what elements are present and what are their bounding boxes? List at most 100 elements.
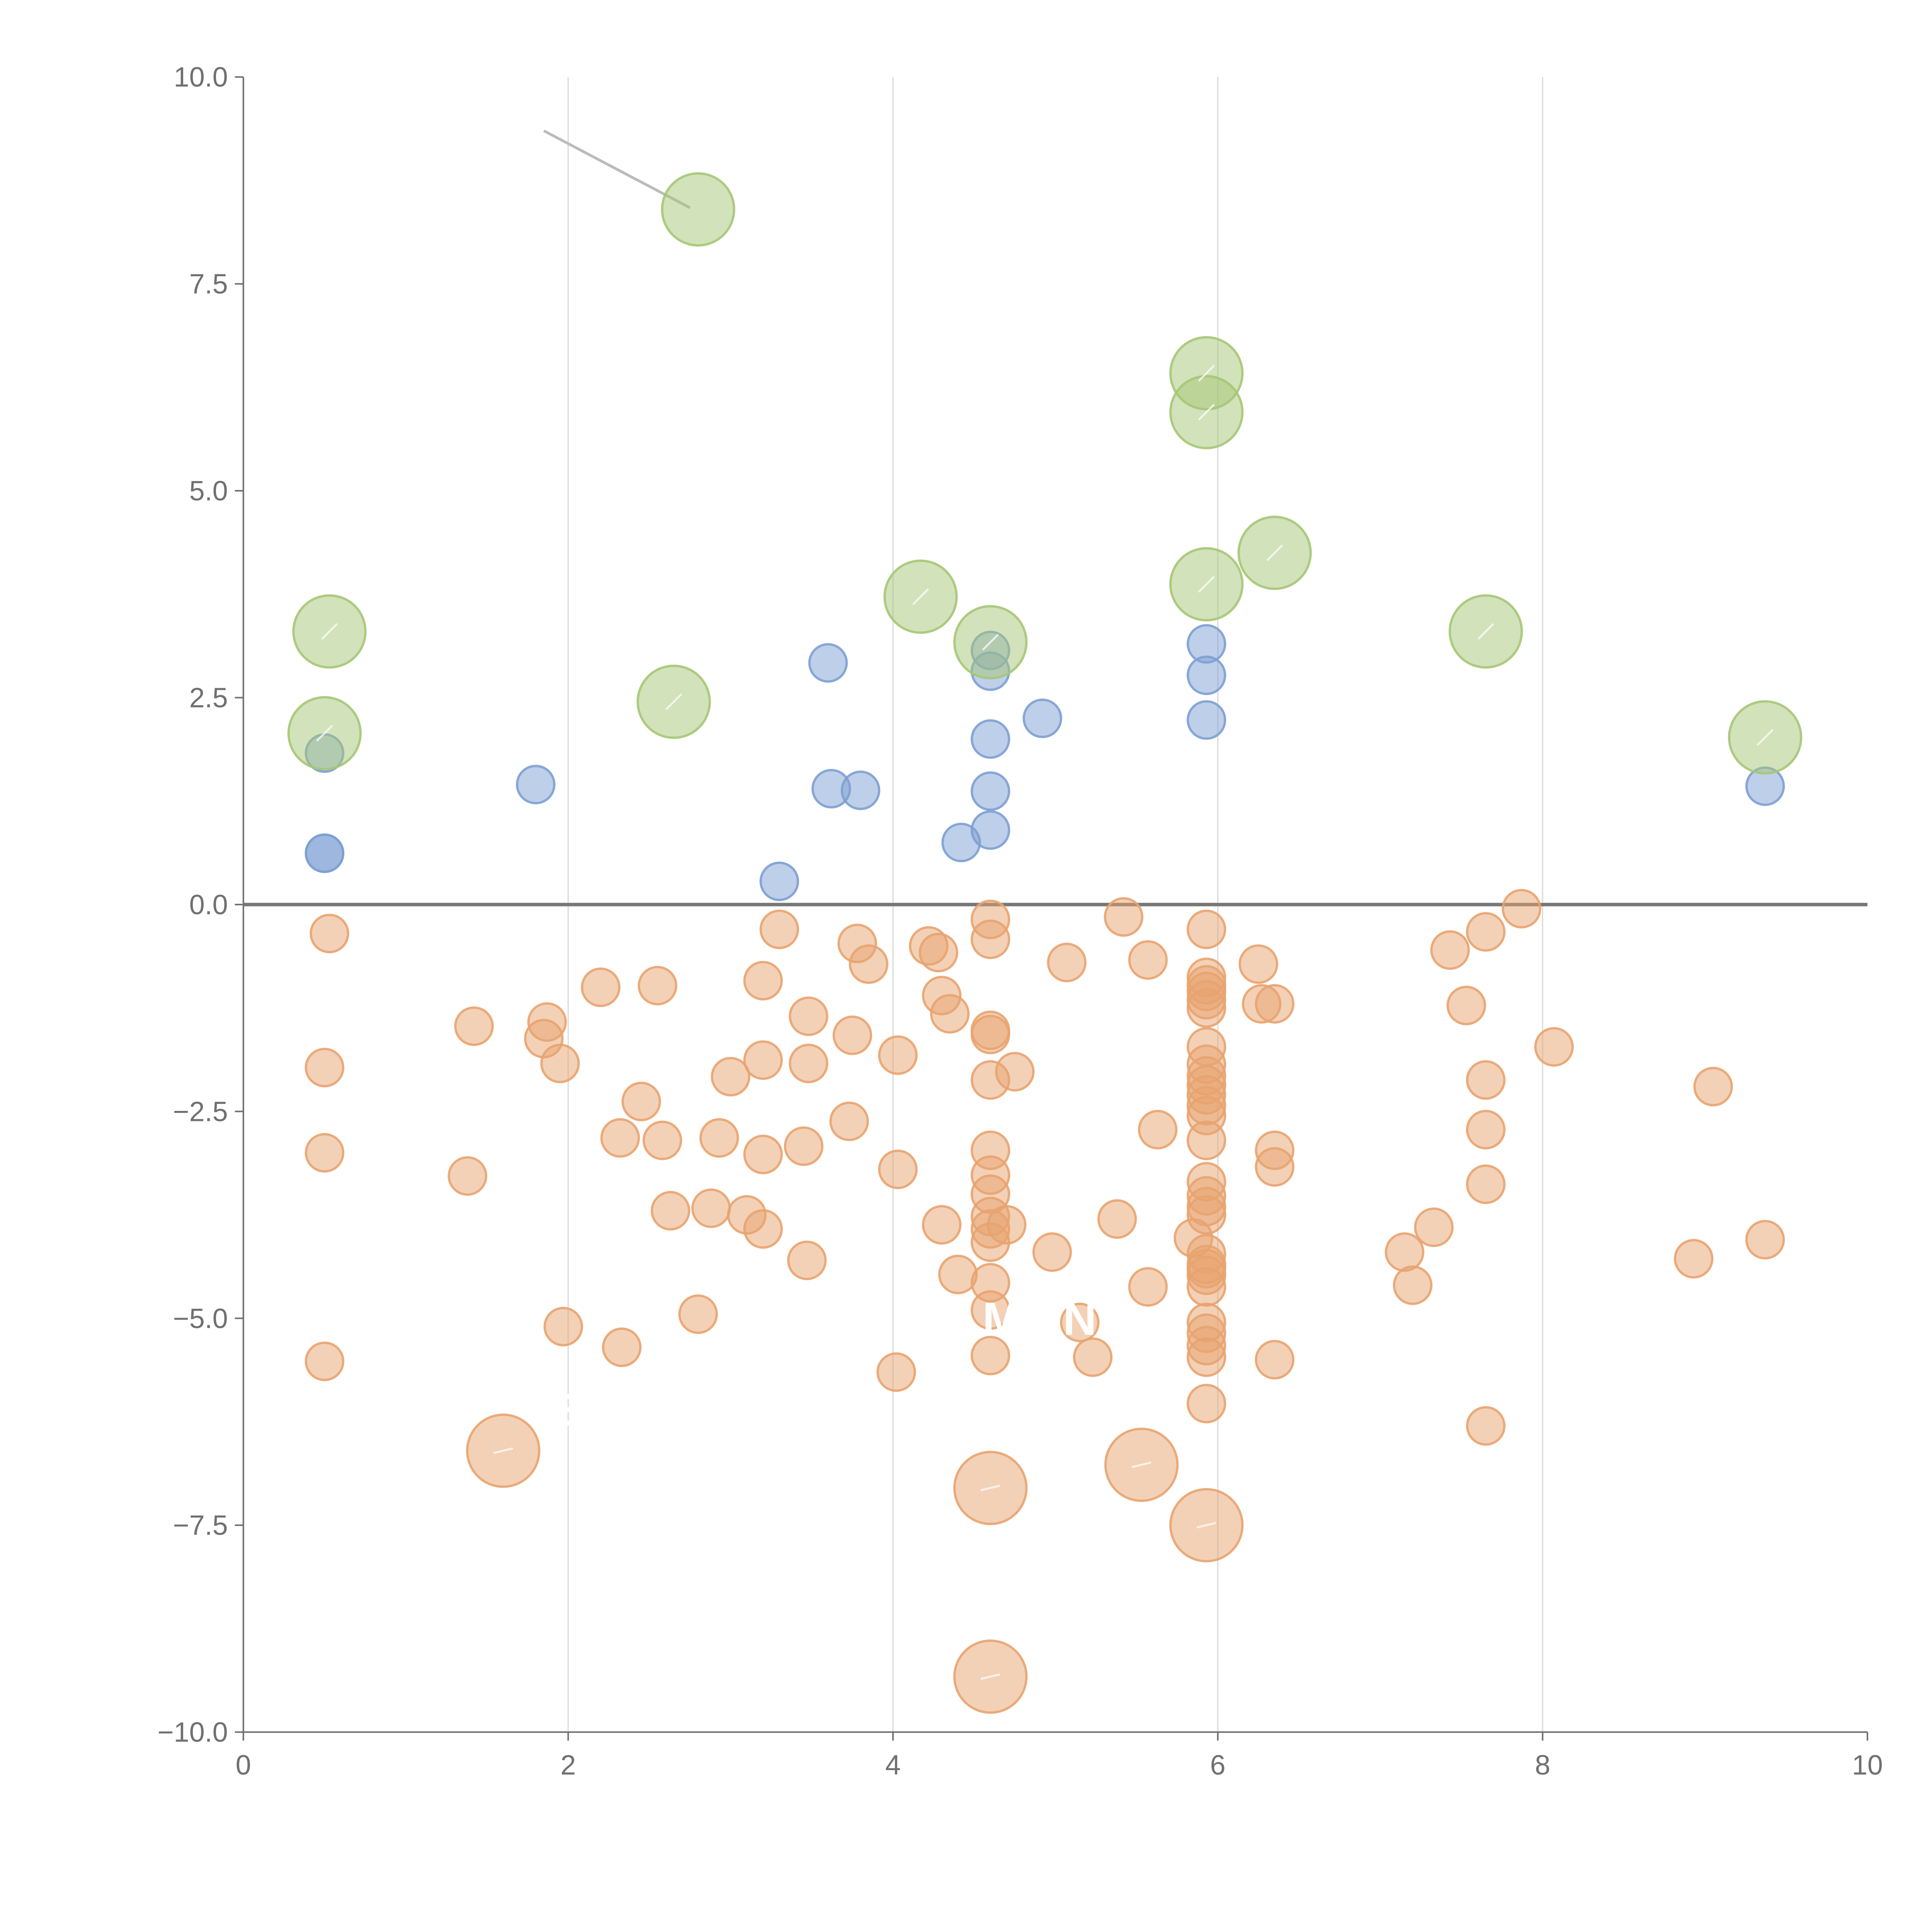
- point-orange: [447, 1156, 488, 1196]
- point-orange: [789, 1043, 828, 1083]
- point-orange: [1128, 1267, 1168, 1307]
- point-orange: [678, 1294, 718, 1334]
- point-orange: [1060, 1303, 1100, 1342]
- point-orange: [638, 966, 677, 1006]
- point-orange: [581, 967, 621, 1007]
- point-orange: [651, 1191, 690, 1231]
- bubble-connector: [912, 588, 929, 605]
- point-orange: [829, 1101, 869, 1141]
- point-orange: [743, 961, 783, 1001]
- point-orange: [743, 1040, 783, 1080]
- point-orange: [1187, 1121, 1226, 1160]
- point-orange: [1393, 1265, 1433, 1305]
- point-orange: [1032, 1232, 1072, 1272]
- point-orange: [930, 994, 970, 1034]
- point-orange: [878, 1035, 918, 1075]
- point-orange: [1047, 942, 1087, 983]
- point-orange: [971, 919, 1010, 959]
- point-orange: [1466, 1406, 1506, 1446]
- point-orange: [1384, 1232, 1425, 1272]
- bubble-connector: [1477, 623, 1494, 640]
- point-orange: [1097, 1199, 1137, 1239]
- point-orange: [304, 1048, 345, 1088]
- point-orange: [743, 1209, 783, 1249]
- y-tick-label: 2.5: [189, 683, 228, 714]
- point-orange: [971, 1014, 1010, 1054]
- y-tick-label: −2.5: [173, 1096, 228, 1127]
- bubble-connector: [665, 693, 682, 710]
- bubble-connector: [1198, 576, 1215, 593]
- point-orange: [1446, 986, 1486, 1026]
- point-orange: [711, 1057, 750, 1097]
- annotation-label: E: [544, 1384, 575, 1436]
- point-orange: [878, 1150, 918, 1189]
- bubble-connector: [1196, 1522, 1216, 1529]
- point-orange: [540, 1043, 580, 1083]
- point-orange: [1187, 1337, 1226, 1377]
- y-tick-label: −5.0: [173, 1303, 228, 1334]
- point-orange: [759, 909, 799, 949]
- bubble-connector: [1131, 1461, 1151, 1468]
- bubble-connector: [316, 724, 333, 742]
- point-orange: [1187, 988, 1226, 1028]
- point-orange: [1693, 1066, 1733, 1107]
- point-orange: [1430, 930, 1470, 970]
- point-blue: [759, 861, 799, 901]
- point-blue: [840, 770, 881, 810]
- point-orange: [1255, 1340, 1294, 1380]
- point-orange: [304, 1341, 345, 1381]
- annotation-label: M: [983, 1293, 1021, 1345]
- point-orange: [310, 913, 349, 954]
- point-orange: [1466, 912, 1506, 952]
- bubble-connector: [1757, 729, 1774, 746]
- point-orange: [1187, 909, 1226, 949]
- point-orange: [1073, 1337, 1113, 1377]
- point-orange: [621, 1082, 661, 1121]
- bubble-connector: [1198, 365, 1215, 382]
- point-orange: [787, 1240, 827, 1281]
- point-orange: [1466, 1110, 1506, 1150]
- point-blue: [941, 823, 981, 862]
- x-tick-label: 2: [560, 1750, 576, 1781]
- bubble-connector: [980, 1673, 1000, 1680]
- y-tick-label: −10.0: [158, 1717, 228, 1748]
- point-orange: [1466, 1060, 1506, 1100]
- point-orange: [849, 944, 889, 984]
- bubble-connector: [1198, 403, 1215, 421]
- point-blue: [516, 765, 556, 804]
- point-orange: [454, 1006, 494, 1046]
- point-orange: [602, 1327, 642, 1367]
- point-orange: [987, 1205, 1027, 1245]
- point-orange: [1745, 1220, 1785, 1260]
- bubble-connector: [982, 634, 999, 651]
- point-orange: [699, 1118, 739, 1158]
- x-tick-label: 8: [1535, 1750, 1550, 1781]
- point-orange: [1466, 1164, 1506, 1204]
- point-orange: [1414, 1208, 1454, 1247]
- point-orange: [691, 1188, 731, 1228]
- series-orange: [304, 889, 1785, 1714]
- point-orange: [995, 1052, 1035, 1092]
- point-orange: [971, 1335, 1010, 1376]
- y-tick-label: 0.0: [189, 889, 228, 920]
- point-orange: [600, 1118, 640, 1158]
- point-orange: [1104, 897, 1144, 937]
- series-green: [287, 172, 1803, 775]
- point-orange: [1502, 889, 1541, 929]
- x-tick-label: 6: [1210, 1750, 1226, 1781]
- point-orange: [1138, 1110, 1178, 1150]
- point-orange: [1187, 1384, 1226, 1423]
- point-orange: [1255, 984, 1294, 1024]
- point-blue: [1022, 698, 1062, 738]
- y-tick-label: 5.0: [189, 476, 228, 507]
- point-blue: [1187, 655, 1226, 695]
- bubble-connector: [493, 1447, 513, 1454]
- y-tick-label: 10.0: [174, 62, 228, 93]
- point-blue: [304, 833, 345, 873]
- x-tick-label: 4: [885, 1750, 901, 1781]
- y-tick-label: −7.5: [173, 1510, 228, 1541]
- point-orange: [643, 1121, 682, 1160]
- point-orange: [543, 1307, 583, 1347]
- point-blue: [971, 771, 1010, 811]
- x-tick-label: 0: [236, 1750, 251, 1781]
